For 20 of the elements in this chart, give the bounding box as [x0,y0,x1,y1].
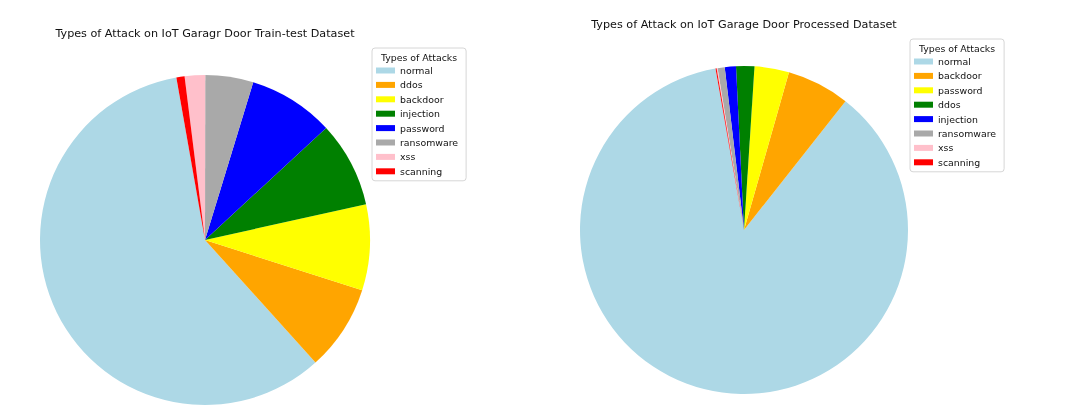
legend-title: Types of Attacks [379,51,458,63]
legend-label: ransomware [400,137,459,148]
legend-label: scanning [400,165,443,177]
legend-label: scanning [938,156,981,168]
legend-label: backdoor [400,93,444,105]
legend-label: password [400,122,445,134]
chart-title: Types of Attack on IoT Garagr Door Train-test Dataset [54,26,356,40]
legend-label: normal [400,65,433,76]
legend-label: injection [938,113,979,125]
legend-label: password [938,84,983,96]
legend-label: ddos [400,79,423,91]
legend-label: normal [938,56,971,67]
legend-title: Types of Attacks [917,42,996,54]
legend-label: backdoor [938,70,982,82]
legend-label: injection [400,108,441,120]
legend-label: xss [938,142,954,154]
chart-title: Types of Attack on IoT Garage Door Processed Dataset [590,17,898,31]
legend-label: ddos [938,99,961,111]
legend-label: ransomware [938,128,997,139]
legend-label: xss [400,151,416,163]
